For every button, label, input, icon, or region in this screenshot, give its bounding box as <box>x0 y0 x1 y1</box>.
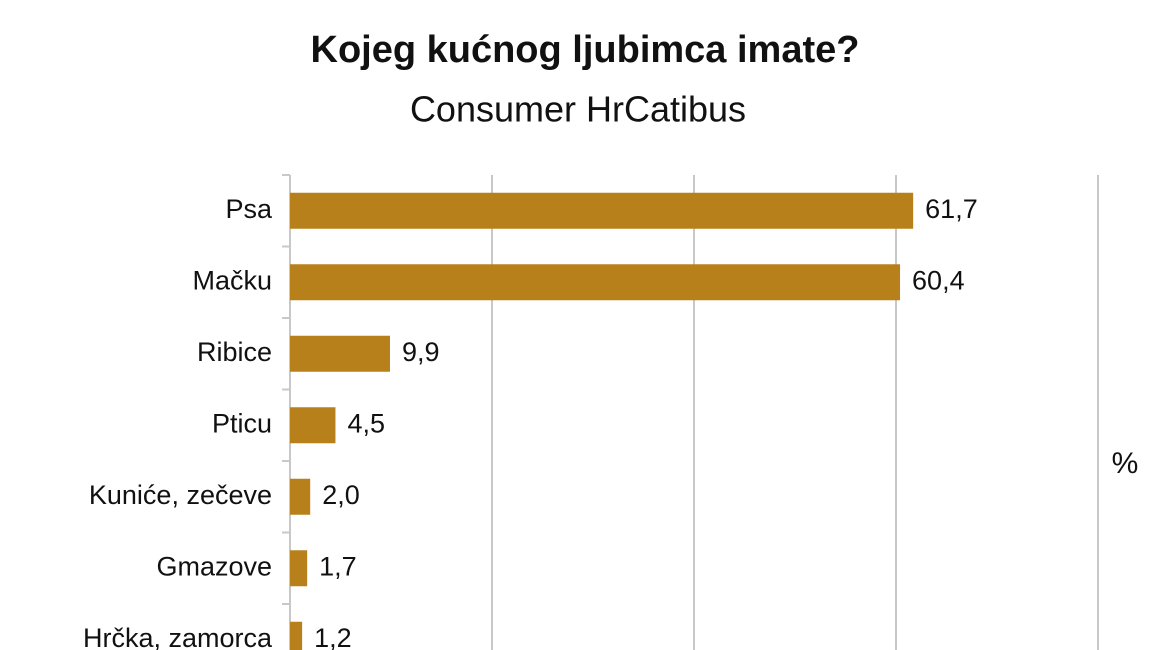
chart-title: Kojeg kućnog ljubimca imate? <box>311 29 860 71</box>
bar <box>290 335 390 372</box>
value-label: 1,2 <box>314 623 352 650</box>
chart-subtitle: Consumer HrCatibus <box>410 89 746 130</box>
category-label: Mačku <box>192 265 272 295</box>
category-label: Hrčka, zamorca <box>83 623 273 650</box>
category-label: Pticu <box>212 408 272 438</box>
bar <box>290 192 914 229</box>
category-label: Kuniće, zečeve <box>89 480 272 510</box>
bar <box>290 478 311 515</box>
bar <box>290 550 308 587</box>
bar <box>290 407 336 444</box>
bar <box>290 264 901 301</box>
value-label: 60,4 <box>912 265 965 295</box>
category-label: Gmazove <box>156 551 272 581</box>
value-label: 61,7 <box>925 194 978 224</box>
bar <box>290 621 303 650</box>
category-label: Psa <box>225 194 273 224</box>
value-label: 2,0 <box>322 480 360 510</box>
category-label: Ribice <box>197 337 272 367</box>
value-label: 9,9 <box>402 337 440 367</box>
value-label: 4,5 <box>347 408 385 438</box>
unit-label: % <box>1112 447 1139 480</box>
value-label: 1,7 <box>319 551 357 581</box>
